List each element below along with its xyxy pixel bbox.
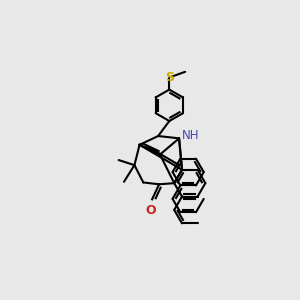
Text: S: S xyxy=(165,71,174,84)
Text: O: O xyxy=(146,204,156,217)
Text: NH: NH xyxy=(182,129,200,142)
